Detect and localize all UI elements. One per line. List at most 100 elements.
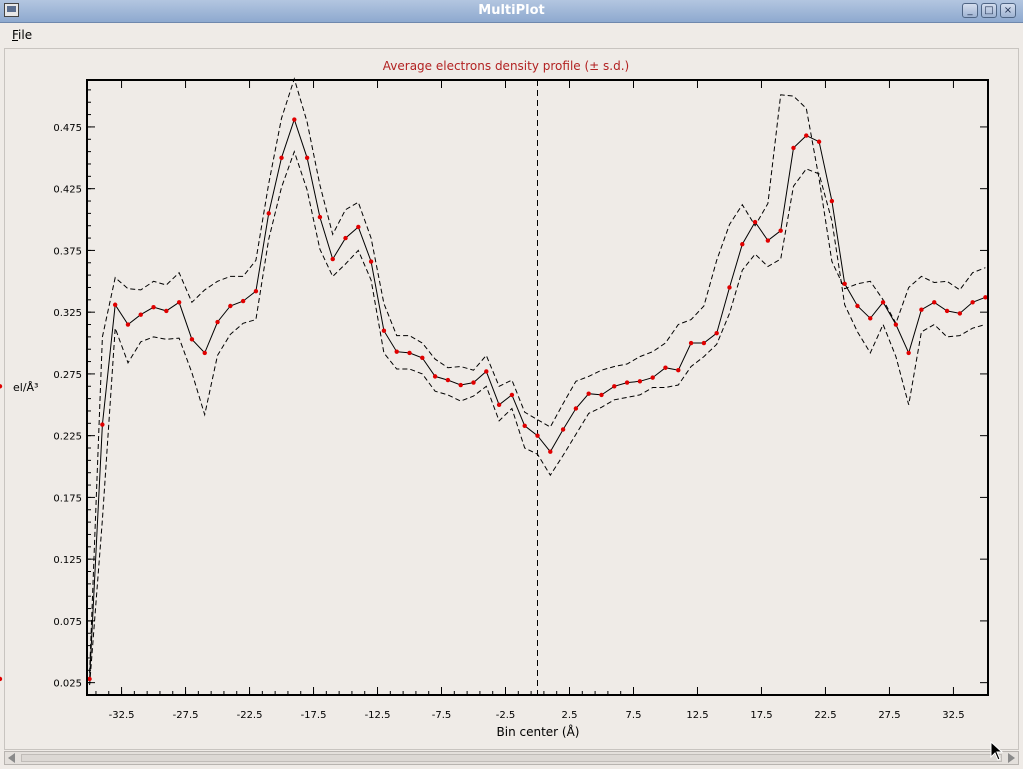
data-point	[804, 133, 809, 138]
data-point	[676, 368, 681, 373]
y-tick-label: 0.375	[53, 246, 82, 257]
minimize-icon[interactable]: _	[962, 3, 978, 18]
y-tick-label: 0.325	[53, 308, 82, 319]
data-point	[791, 145, 796, 151]
data-point	[151, 305, 156, 310]
mouse-pointer-icon	[990, 741, 1004, 761]
data-point	[240, 298, 246, 304]
scroll-left-icon[interactable]	[8, 753, 15, 763]
data-point	[164, 308, 169, 314]
data-point	[816, 139, 822, 144]
x-tick-label: 32.5	[942, 710, 964, 721]
x-tick-label: 22.5	[814, 710, 836, 721]
x-tick-label: 2.5	[562, 710, 578, 721]
data-point	[970, 300, 975, 305]
data-point	[317, 214, 323, 220]
x-tick-label: 12.5	[686, 710, 708, 721]
x-tick-label: -22.5	[237, 710, 263, 721]
x-tick-label: 7.5	[626, 710, 642, 721]
x-tick-label: -7.5	[432, 710, 452, 721]
maximize-icon[interactable]: □	[981, 3, 997, 18]
data-point	[701, 340, 707, 346]
y-tick-label: 0.125	[53, 555, 82, 566]
data-point	[944, 308, 950, 314]
x-tick-label: -32.5	[109, 710, 135, 721]
data-point	[650, 375, 655, 380]
data-point	[0, 384, 3, 389]
y-tick-label: 0.275	[53, 370, 82, 381]
x-tick-label: -27.5	[173, 710, 199, 721]
data-point	[752, 219, 758, 225]
data-point	[253, 288, 259, 294]
data-point	[304, 155, 310, 161]
scroll-right-icon[interactable]	[1008, 753, 1015, 763]
data-point	[932, 300, 937, 305]
data-point	[125, 322, 131, 327]
title-bar[interactable]: MultiPlot _ □ ×	[0, 0, 1023, 23]
data-point	[432, 374, 438, 379]
menu-file-label: ile	[18, 28, 33, 42]
data-point	[855, 303, 860, 309]
data-point	[407, 350, 412, 356]
chart-title: Average electrons density profile (± s.d…	[383, 59, 629, 73]
data-point	[740, 242, 745, 247]
data-point	[279, 155, 284, 161]
data-point	[112, 302, 118, 307]
data-point	[330, 256, 335, 262]
data-point	[292, 117, 297, 122]
data-point	[983, 295, 988, 300]
data-point	[637, 379, 643, 384]
data-point	[484, 369, 489, 374]
data-point	[381, 328, 387, 333]
data-point	[496, 402, 502, 407]
data-point	[458, 382, 463, 388]
data-point	[624, 380, 630, 385]
y-tick-label: 0.025	[53, 679, 82, 690]
data-point	[138, 312, 143, 317]
data-point	[87, 676, 92, 682]
data-point	[957, 311, 963, 316]
data-point	[202, 350, 207, 356]
data-point	[176, 300, 182, 305]
data-point	[663, 365, 668, 370]
data-point	[714, 330, 719, 336]
data-point	[560, 427, 566, 432]
app-window-icon[interactable]	[4, 3, 19, 17]
data-point	[228, 303, 233, 309]
plot-panel	[4, 48, 1019, 750]
data-point	[266, 211, 271, 216]
x-axis-label: Bin center (Å)	[497, 724, 580, 739]
data-point	[548, 449, 553, 454]
menu-file[interactable]: File	[12, 28, 32, 42]
y-tick-label: 0.225	[53, 432, 82, 443]
y-tick-label: 0.475	[53, 123, 82, 134]
data-point	[356, 224, 361, 230]
data-point	[880, 300, 886, 305]
x-tick-label: 27.5	[878, 710, 900, 721]
data-point	[868, 316, 873, 321]
data-point	[765, 238, 771, 243]
data-point	[778, 228, 783, 233]
y-tick-label: 0.075	[53, 617, 82, 628]
data-point	[906, 350, 911, 356]
data-point	[394, 349, 399, 354]
data-point	[919, 307, 924, 312]
data-point	[893, 322, 899, 327]
data-point	[522, 423, 527, 428]
data-point	[612, 384, 617, 389]
data-point	[189, 337, 195, 342]
data-point	[343, 235, 348, 241]
close-icon[interactable]: ×	[1000, 3, 1016, 18]
data-point	[727, 285, 732, 290]
data-point	[573, 406, 579, 411]
horizontal-scrollbar[interactable]	[4, 751, 1019, 765]
data-point	[215, 319, 220, 325]
data-point	[535, 433, 540, 438]
data-point	[829, 198, 835, 204]
data-point	[368, 259, 374, 264]
data-point	[842, 281, 847, 286]
data-point	[599, 392, 604, 398]
series-line-upper-sd	[89, 77, 986, 673]
scroll-thumb[interactable]	[21, 754, 1002, 762]
